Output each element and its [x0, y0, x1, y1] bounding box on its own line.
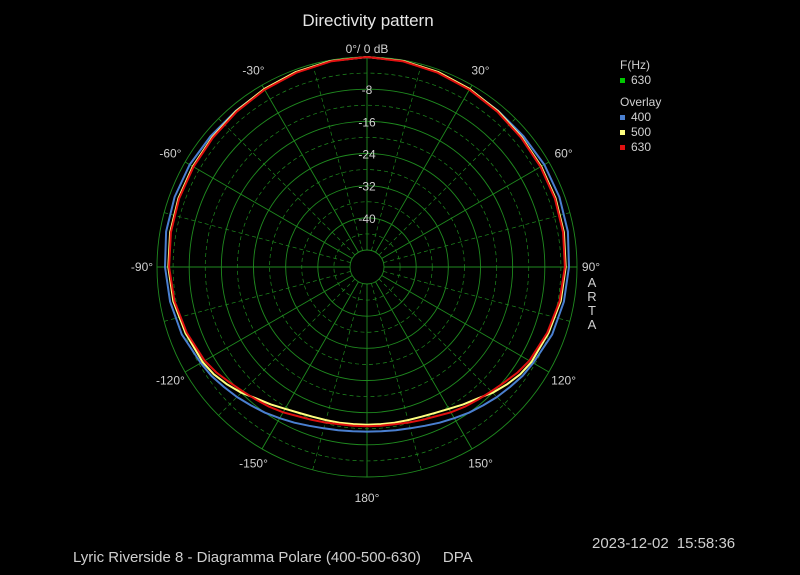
angle-tick-label: 150° [468, 457, 493, 471]
arta-letter: R [587, 289, 597, 304]
angle-tick-label: 0°/ 0 dB [346, 42, 389, 56]
grid-spoke [261, 84, 359, 253]
legend-item-630: 630 [620, 140, 661, 155]
legend-swatch-630 [620, 145, 625, 150]
grid-spoke [375, 281, 473, 450]
arta-letter: T [588, 303, 596, 318]
angle-tick-label: -60° [159, 147, 181, 161]
grid-spoke [261, 281, 359, 450]
angle-tick-label: 60° [555, 147, 573, 161]
angle-tick-label: -30° [242, 63, 264, 77]
radial-tick-label: -32 [358, 180, 376, 194]
angle-tick-label: -120° [156, 374, 185, 388]
angle-tick-label: 30° [471, 63, 489, 77]
angle-tick-label: 120° [551, 374, 576, 388]
radial-tick-labels: -8 -16 -24 -32 -40 [358, 83, 376, 226]
radial-tick-label: -16 [358, 115, 376, 129]
footer-description-text: Lyric Riverside 8 - Diagramma Polare (40… [73, 549, 421, 566]
footer-date: 2023-12-02 [592, 535, 669, 552]
footer-tag: DPA [442, 549, 473, 566]
grid-spoke [375, 84, 473, 253]
grid-spoke [218, 118, 356, 256]
series-curves [164, 56, 570, 433]
series-curve-630 [168, 56, 566, 428]
legend-item-current: 630 [620, 73, 661, 88]
grid-circle [349, 249, 385, 285]
grid-spoke [184, 275, 353, 373]
footer-description: Lyric Riverside 8 - Diagramma Polare (40… [73, 549, 473, 566]
angle-tick-label: -150° [239, 457, 268, 471]
angle-tick-label: 180° [355, 491, 380, 505]
angle-tick-labels: 0°/ 0 dB 30° 60° 90° 120° 150° 180° -150° -120° -… [131, 42, 600, 505]
angle-tick-label: -90° [131, 260, 153, 274]
legend-label-400: 400 [631, 110, 652, 124]
series-curve-400 [164, 56, 570, 433]
footer-time: 15:58:36 [676, 535, 736, 552]
legend-item-500: 500 [620, 125, 661, 140]
legend-swatch-current [620, 78, 625, 83]
legend-header-overlay: Overlay [620, 95, 662, 109]
legend-swatch-400 [620, 115, 625, 120]
legend-header-frequency: F(Hz) [620, 58, 650, 72]
grid-spoke [381, 161, 550, 259]
angle-tick-label: 90° [582, 260, 600, 274]
legend-swatch-500 [620, 130, 625, 135]
grid-spoke [184, 161, 353, 259]
grid-spoke [378, 118, 516, 256]
arta-letter: A [587, 275, 597, 290]
legend-label-500: 500 [631, 125, 652, 139]
radial-tick-label: -40 [358, 212, 376, 226]
radial-tick-label: -24 [358, 148, 376, 162]
polar-grid [156, 56, 578, 478]
radial-tick-label: -8 [362, 83, 373, 97]
arta-letter: A [587, 317, 597, 332]
legend-label-630: 630 [631, 140, 652, 154]
chart-title: Directivity pattern [302, 11, 434, 30]
footer-timestamp: 2023-12-02 15:58:36 [592, 535, 735, 552]
legend-label-current: 630 [631, 73, 652, 87]
legend-item-400: 400 [620, 110, 661, 125]
grid-spoke [381, 275, 550, 373]
legend: F(Hz) 630 Overlay 400 500 630 [620, 58, 661, 155]
